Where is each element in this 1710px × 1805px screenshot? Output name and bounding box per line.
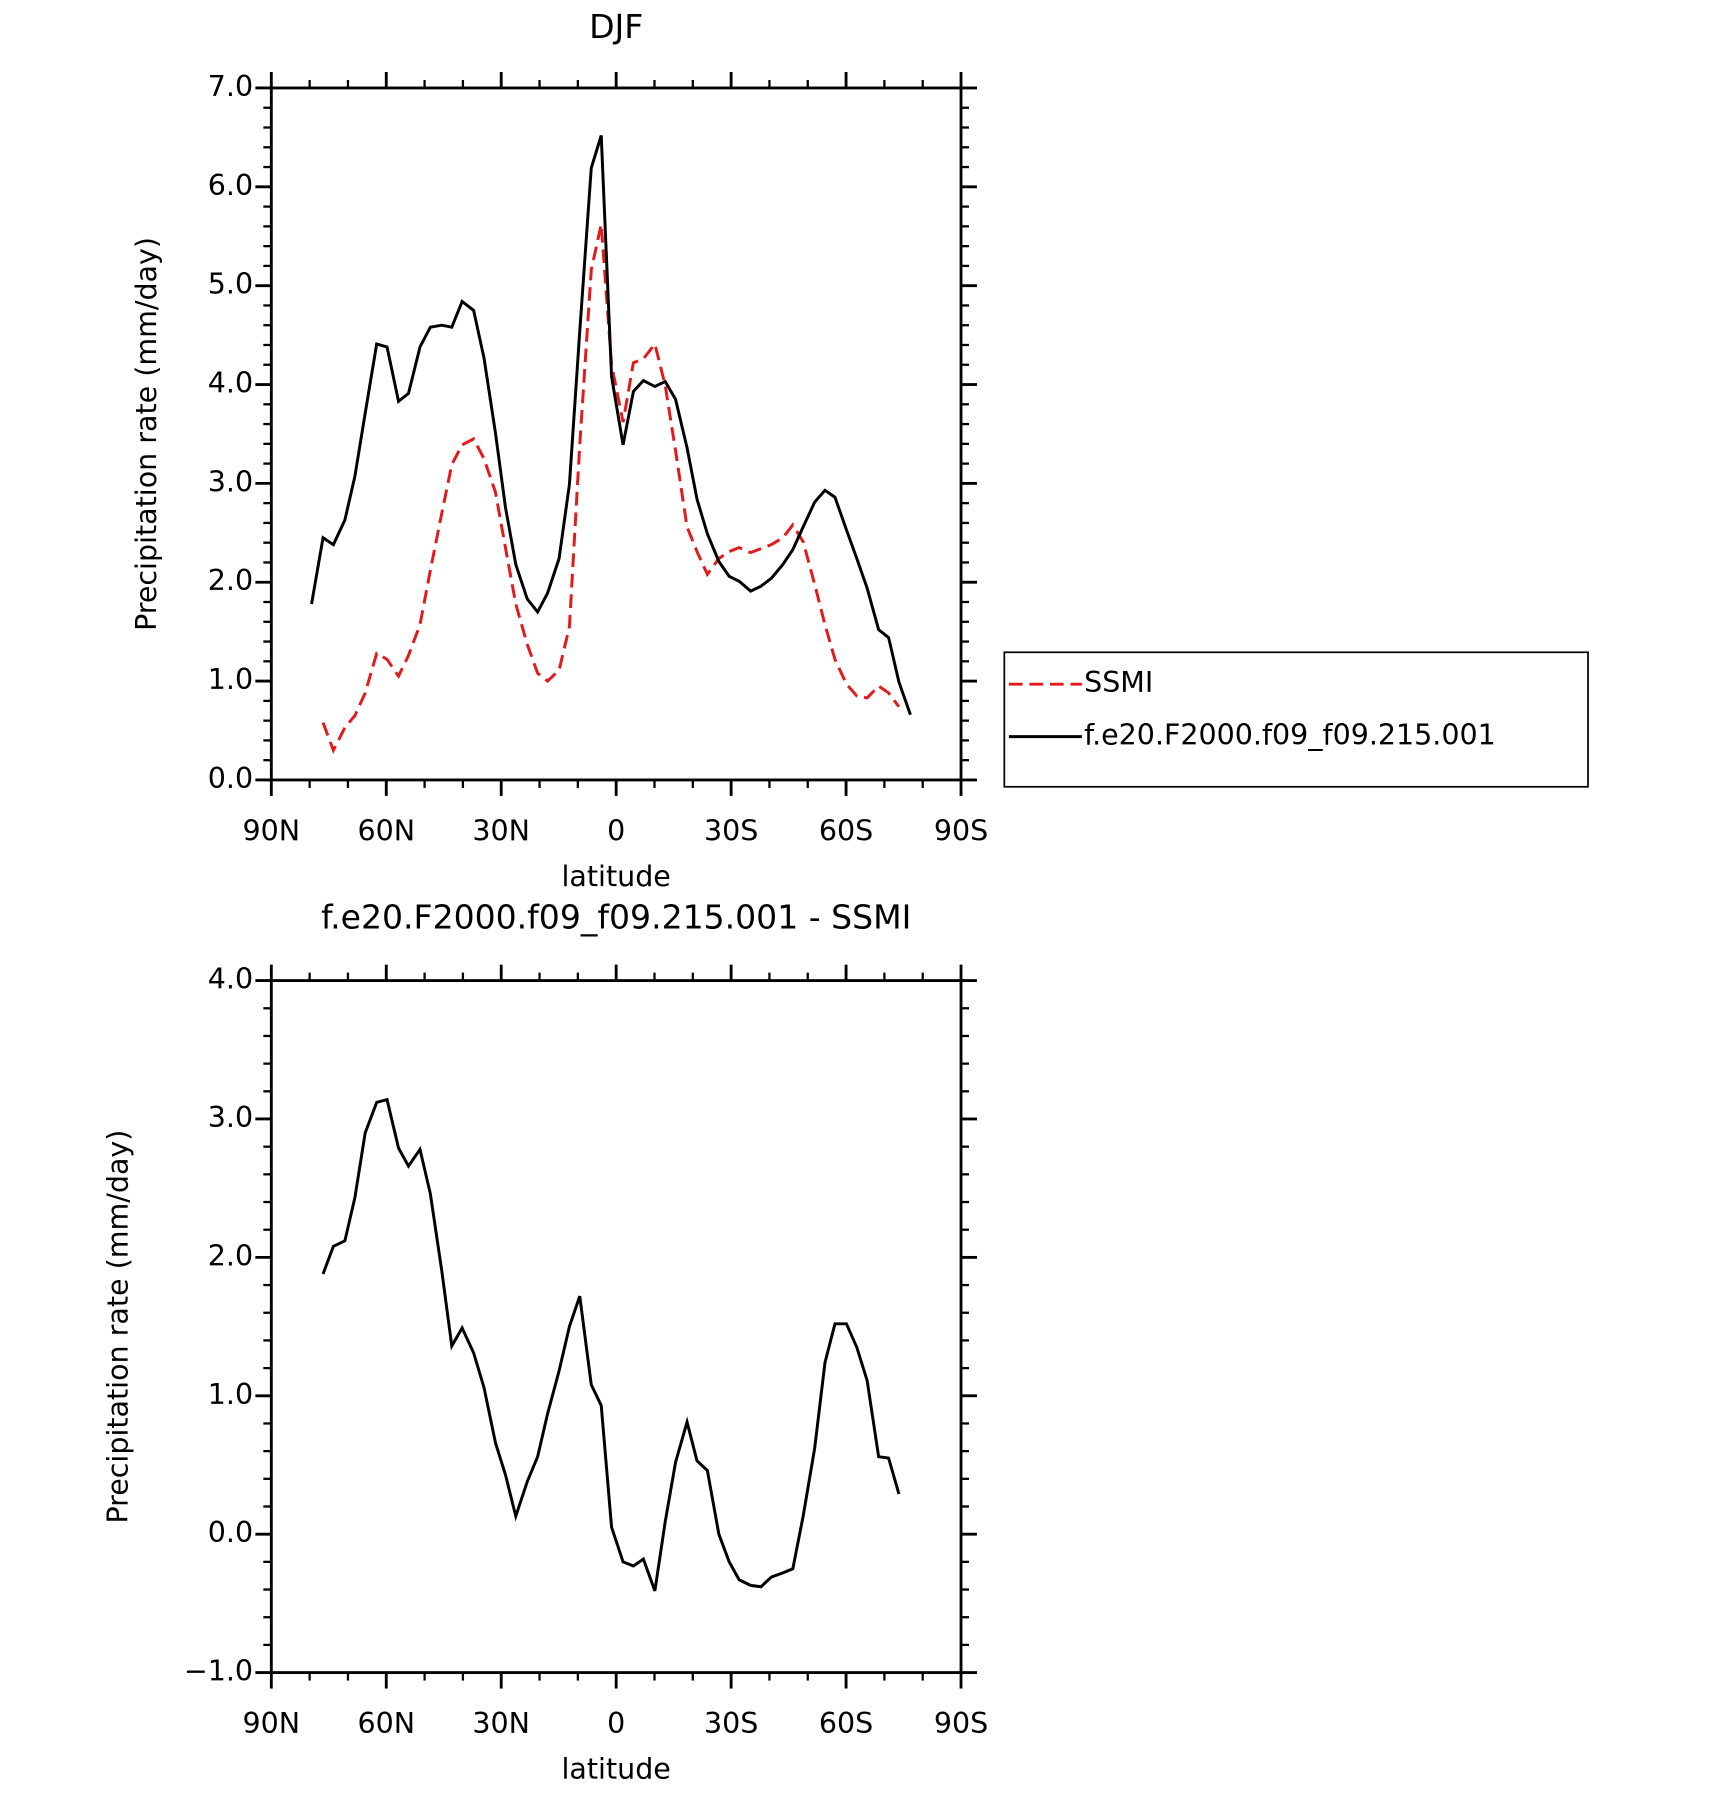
y-axis-label: Precipitation rate (mm/day) [130, 237, 163, 631]
y-tick-label: 1.0 [208, 1378, 253, 1411]
x-tick-label: 60S [819, 1707, 873, 1740]
legend-label: SSMI [1084, 666, 1153, 699]
plot-frame [269, 86, 963, 782]
data-line [321, 224, 901, 754]
x-tick-label: 60S [819, 814, 873, 847]
x-tick-label: 0 [607, 1707, 625, 1740]
legend-box [1003, 651, 1589, 788]
x-tick-label: 90N [243, 814, 301, 847]
data-line [310, 134, 912, 716]
x-tick-label: 30S [704, 1707, 758, 1740]
x-tick-label: 60N [357, 1707, 415, 1740]
x-tick-label: 90N [243, 1707, 301, 1740]
x-tick-label: 0 [607, 814, 625, 847]
y-tick-label: 7.0 [208, 70, 253, 103]
y-tick-label: 1.0 [208, 663, 253, 696]
y-tick-label: −1.0 [184, 1655, 253, 1688]
plot-frame [269, 979, 963, 1674]
x-tick-label: 90S [934, 1707, 988, 1740]
y-tick-label: 2.0 [208, 1239, 253, 1272]
y-tick-label: 5.0 [208, 268, 253, 301]
data-line [321, 1097, 901, 1592]
x-tick-label: 30N [472, 1707, 530, 1740]
x-tick-label: 60N [357, 814, 415, 847]
y-tick-label: 4.0 [208, 963, 253, 996]
y-tick-label: 3.0 [208, 465, 253, 498]
x-tick-label: 30S [704, 814, 758, 847]
y-tick-label: 4.0 [208, 367, 253, 400]
x-axis-label: latitude [561, 860, 670, 893]
y-tick-label: 3.0 [208, 1101, 253, 1134]
chart-title: DJF [589, 7, 643, 46]
y-tick-label: 6.0 [208, 169, 253, 202]
y-axis-label: Precipitation rate (mm/day) [102, 1130, 135, 1524]
y-tick-label: 2.0 [208, 564, 253, 597]
x-tick-label: 30N [472, 814, 530, 847]
x-axis-label: latitude [561, 1753, 670, 1786]
y-tick-label: 0.0 [208, 1516, 253, 1549]
legend-label: f.e20.F2000.f09_f09.215.001 [1084, 719, 1496, 752]
chart-title: f.e20.F2000.f09_f09.215.001 - SSMI [321, 898, 911, 937]
x-tick-label: 90S [934, 814, 988, 847]
y-tick-label: 0.0 [208, 762, 253, 795]
